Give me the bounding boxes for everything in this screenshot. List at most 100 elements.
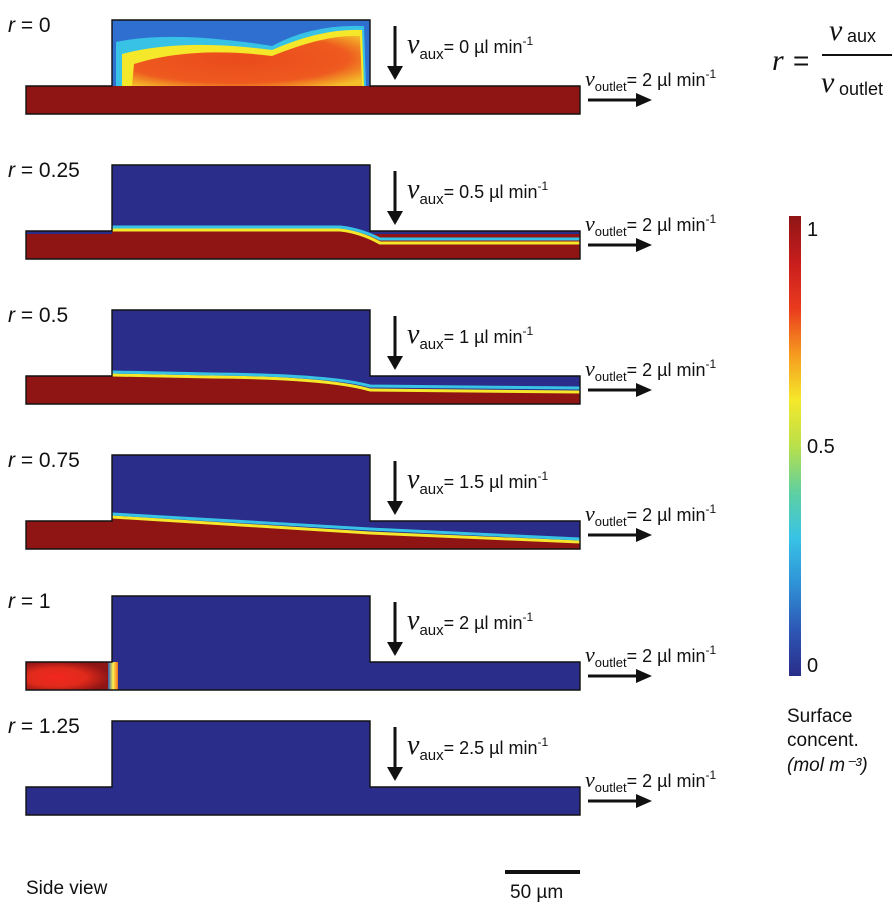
outlet-subscript: outlet: [595, 514, 627, 529]
channel-high: [26, 86, 580, 114]
aux-unit-exp: -1: [538, 735, 549, 749]
chamber-warm-core: [132, 35, 362, 86]
domain-fill: [26, 721, 580, 815]
interface-line-cool: [112, 225, 580, 241]
aux-subscript: aux: [419, 481, 444, 498]
r-symbol: r: [8, 14, 16, 37]
aux-rate-label: νaux= 0.5 µl min-1: [407, 174, 549, 208]
outlet-unit-exp: -1: [705, 357, 716, 371]
r-label: r = 0: [8, 14, 51, 37]
domain-fill: [26, 596, 580, 690]
colorbar-title-line1: Surface: [787, 706, 852, 727]
aux-unit-exp: -1: [523, 610, 534, 624]
aux-rate-label: νaux= 1 µl min-1: [407, 319, 534, 353]
formula-denominator-symbol: ν: [821, 66, 835, 99]
aux-arrow-head: [387, 501, 403, 515]
r-label: r = 0.75: [8, 449, 80, 472]
outlet-rate: = 2 µl min: [627, 70, 706, 90]
outlet-unit-exp: -1: [705, 768, 716, 782]
colorbar-gradient: [789, 216, 801, 676]
outlet-arrow-head: [636, 93, 652, 107]
aux-rate-label: νaux= 2 µl min-1: [407, 605, 534, 639]
high-layer: [26, 230, 580, 259]
domain-outline: [25, 164, 581, 260]
r-value: = 0: [15, 14, 51, 37]
panel-field: [26, 596, 580, 690]
scale-bar: 50 µm: [505, 870, 580, 903]
r-label: r = 0.5: [8, 304, 68, 327]
colorbar-unit: (mol m⁻³): [787, 755, 868, 776]
outlet-arrow-head: [636, 383, 652, 397]
aux-v-symbol: ν: [407, 319, 420, 350]
outlet-rate: = 2 µl min: [627, 360, 706, 380]
r-symbol: r: [8, 304, 16, 327]
aux-rate-label: νaux= 1.5 µl min-1: [407, 464, 549, 498]
panel-field: [26, 310, 580, 404]
aux-arrow-head: [387, 211, 403, 225]
aux-arrow-head: [387, 642, 403, 656]
r-value: = 0.5: [15, 304, 68, 327]
outlet-unit-exp: -1: [705, 67, 716, 81]
aux-v-symbol: ν: [407, 29, 420, 60]
domain-outline: [25, 454, 581, 550]
scale-bar-label: 50 µm: [510, 882, 563, 903]
panel-2: r = 0.5 νaux= 1 µl min-1 νoutlet= 2 µl min…: [8, 304, 716, 405]
interface-line: [112, 228, 580, 245]
outlet-rate-label: νoutlet= 2 µl min-1: [585, 767, 716, 795]
r-value: = 0.25: [15, 159, 80, 182]
outlet-unit-exp: -1: [705, 643, 716, 657]
aux-v-symbol: ν: [407, 174, 420, 205]
domain-outline: [25, 595, 581, 691]
aux-arrow-head: [387, 356, 403, 370]
colorbar-tick-max: 1: [807, 219, 818, 241]
high-layer: [26, 376, 580, 404]
panel-field: [26, 455, 580, 549]
aux-unit-exp: -1: [538, 179, 549, 193]
formula-equals: =: [793, 45, 809, 76]
formula-denominator-subscript: outlet: [839, 79, 883, 99]
interface-line: [111, 515, 580, 544]
colorbar: 1 0.5 0 Surface concent. (mol m⁻³): [787, 216, 868, 776]
aux-v-symbol: ν: [407, 464, 420, 495]
view-label: Side view: [26, 878, 108, 899]
aux-unit-exp: -1: [523, 324, 534, 338]
r-value: = 1.25: [15, 715, 80, 738]
aux-unit-exp: -1: [538, 469, 549, 483]
domain-outline: [25, 19, 581, 115]
corner-high: [26, 662, 114, 690]
outlet-rate-label: νoutlet= 2 µl min-1: [585, 211, 716, 239]
aux-v-symbol: ν: [407, 605, 420, 636]
r-value: = 1: [15, 590, 51, 613]
aux-rate: = 0 µl min: [444, 37, 523, 57]
outlet-arrow-head: [636, 238, 652, 252]
aux-rate: = 2.5 µl min: [444, 738, 538, 758]
corner-front: [108, 662, 118, 690]
aux-rate-label: νaux= 0 µl min-1: [407, 29, 534, 63]
outlet-rate-label: νoutlet= 2 µl min-1: [585, 356, 716, 384]
formula-numerator-subscript: aux: [847, 26, 876, 46]
aux-arrow-head: [387, 767, 403, 781]
aux-subscript: aux: [419, 336, 444, 353]
aux-v-symbol: ν: [407, 730, 420, 761]
aux-arrow-head: [387, 66, 403, 80]
r-value: = 0.75: [15, 449, 80, 472]
outlet-rate: = 2 µl min: [627, 505, 706, 525]
domain-outline: [25, 309, 581, 405]
r-label: r = 1.25: [8, 715, 80, 738]
aux-rate: = 1.5 µl min: [444, 472, 538, 492]
outlet-v-symbol: ν: [585, 767, 595, 792]
panel-field: [26, 20, 580, 114]
outlet-subscript: outlet: [595, 224, 627, 239]
formula-numerator-symbol: ν: [829, 14, 843, 47]
panel-field: [26, 165, 580, 259]
r-label: r = 1: [8, 590, 51, 613]
aux-subscript: aux: [419, 191, 444, 208]
outlet-v-symbol: ν: [585, 501, 595, 526]
outlet-rate: = 2 µl min: [627, 646, 706, 666]
aux-subscript: aux: [419, 747, 444, 764]
panel-field: [26, 721, 580, 815]
